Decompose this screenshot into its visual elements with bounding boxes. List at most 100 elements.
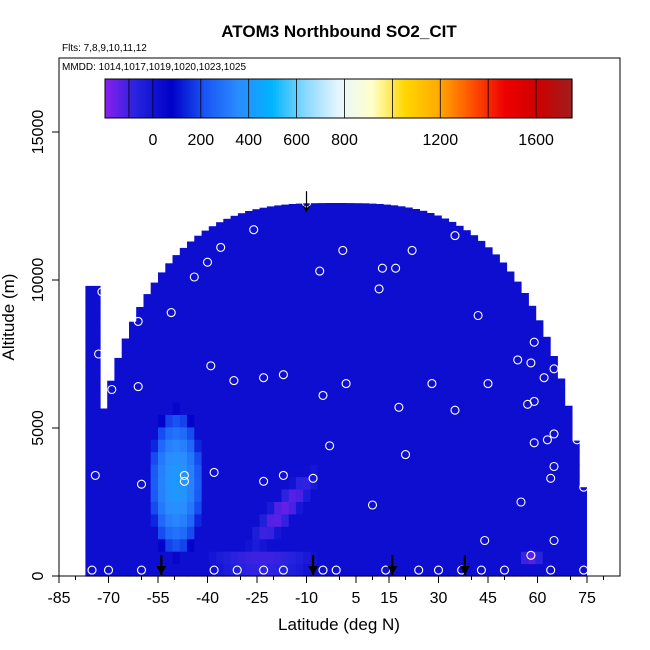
heatmap-cell — [310, 227, 319, 241]
heatmap-cell — [383, 227, 391, 241]
heatmap-cell — [535, 476, 544, 490]
heatmap-cell — [397, 439, 406, 453]
heatmap-cell — [521, 364, 529, 378]
colorbar-swatch — [112, 79, 116, 118]
heatmap-cell — [266, 501, 275, 515]
heatmap-cell — [310, 439, 319, 453]
heatmap-cell — [223, 227, 232, 241]
heatmap-cell — [390, 513, 399, 527]
heatmap-cell — [390, 252, 399, 266]
heatmap-cell — [158, 272, 166, 279]
sample-point — [549, 461, 559, 472]
heatmap-cell — [521, 476, 529, 490]
heatmap-cell — [317, 563, 326, 577]
colorbar-swatch — [520, 79, 524, 118]
heatmap-cell — [143, 563, 152, 577]
heatmap-cell — [281, 489, 290, 502]
heatmap-cell — [332, 439, 341, 453]
heatmap-cell — [208, 352, 217, 366]
heatmap-cell — [397, 339, 406, 353]
heatmap-cell — [354, 414, 362, 428]
heatmap-cell — [513, 538, 522, 552]
heatmap-cell — [317, 402, 326, 415]
heatmap-cell — [375, 538, 384, 552]
heatmap-cell — [455, 551, 464, 565]
heatmap-cell — [252, 277, 261, 291]
colorbar-swatch — [325, 79, 329, 118]
heatmap-cell — [375, 352, 384, 366]
heatmap-cell — [404, 277, 413, 291]
heatmap-cell — [288, 414, 297, 428]
heatmap-cell — [216, 451, 224, 465]
heatmap-cell — [419, 302, 428, 316]
heatmap-cell — [136, 563, 145, 577]
heatmap-cell — [85, 563, 94, 577]
heatmap-cell — [252, 426, 261, 440]
heatmap-cell — [506, 302, 515, 316]
heatmap-cell — [325, 551, 333, 565]
heatmap-cell — [397, 451, 406, 465]
heatmap-cell — [564, 451, 573, 465]
heatmap-cell — [266, 426, 275, 440]
heatmap-cell — [412, 501, 420, 515]
heatmap-cell — [412, 451, 420, 465]
heatmap-cell — [274, 327, 283, 341]
heatmap-cell — [266, 414, 275, 428]
heatmap-cell — [274, 277, 283, 291]
heatmap-cell — [462, 476, 471, 490]
heatmap-cell — [390, 489, 399, 502]
heatmap-cell — [99, 426, 108, 440]
heatmap-cell — [201, 252, 210, 266]
colorbar-swatch — [333, 79, 337, 118]
heatmap-cell — [288, 551, 297, 565]
heatmap-cell — [390, 227, 399, 241]
heatmap-cell — [368, 439, 377, 453]
heatmap-cell — [441, 426, 449, 440]
heatmap-cell — [281, 302, 290, 316]
heatmap-cell — [172, 426, 181, 440]
heatmap-cell — [455, 489, 464, 502]
heatmap-cell — [412, 327, 420, 341]
heatmap-cell — [354, 464, 362, 478]
heatmap-cell — [325, 451, 333, 465]
heatmap-cell — [107, 501, 116, 515]
heatmap-cell — [419, 551, 428, 565]
heatmap-cell — [470, 501, 479, 515]
heatmap-cell — [513, 290, 522, 304]
heatmap-cell — [542, 489, 551, 502]
heatmap-cell — [492, 352, 500, 366]
colorbar-swatch — [177, 79, 181, 118]
heatmap-cell — [245, 414, 253, 428]
heatmap-cell — [85, 377, 94, 391]
heatmap-cell — [499, 538, 508, 552]
heatmap-cell — [368, 227, 377, 241]
sample-point — [579, 565, 589, 575]
heatmap-cell — [433, 451, 442, 465]
heatmap-cell — [419, 402, 428, 415]
heatmap-cell — [455, 364, 464, 378]
heatmap-cell — [303, 277, 312, 291]
heatmap-cell — [433, 377, 442, 391]
heatmap-cell — [477, 538, 486, 552]
heatmap-cell — [208, 364, 217, 378]
heatmap-cell — [201, 414, 210, 428]
heatmap-cell — [332, 339, 341, 353]
heatmap-cell — [237, 464, 246, 478]
heatmap-cell — [230, 526, 239, 540]
heatmap-cell — [441, 464, 449, 478]
heatmap-cell — [223, 526, 232, 540]
heatmap-cell — [332, 252, 341, 266]
heatmap-cell — [462, 538, 471, 552]
heatmap-cell — [462, 314, 471, 328]
arrow-markers — [156, 191, 470, 575]
heatmap-cell — [303, 526, 312, 540]
sample-point — [433, 565, 444, 575]
heatmap-cell — [325, 203, 333, 216]
heatmap-cell — [325, 352, 333, 366]
heatmap-cell — [259, 302, 268, 316]
heatmap-cell — [390, 402, 399, 415]
heatmap-cell — [332, 563, 341, 577]
heatmap-cell — [317, 339, 326, 353]
heatmap-cell — [310, 513, 319, 527]
heatmap-cell — [92, 526, 101, 540]
